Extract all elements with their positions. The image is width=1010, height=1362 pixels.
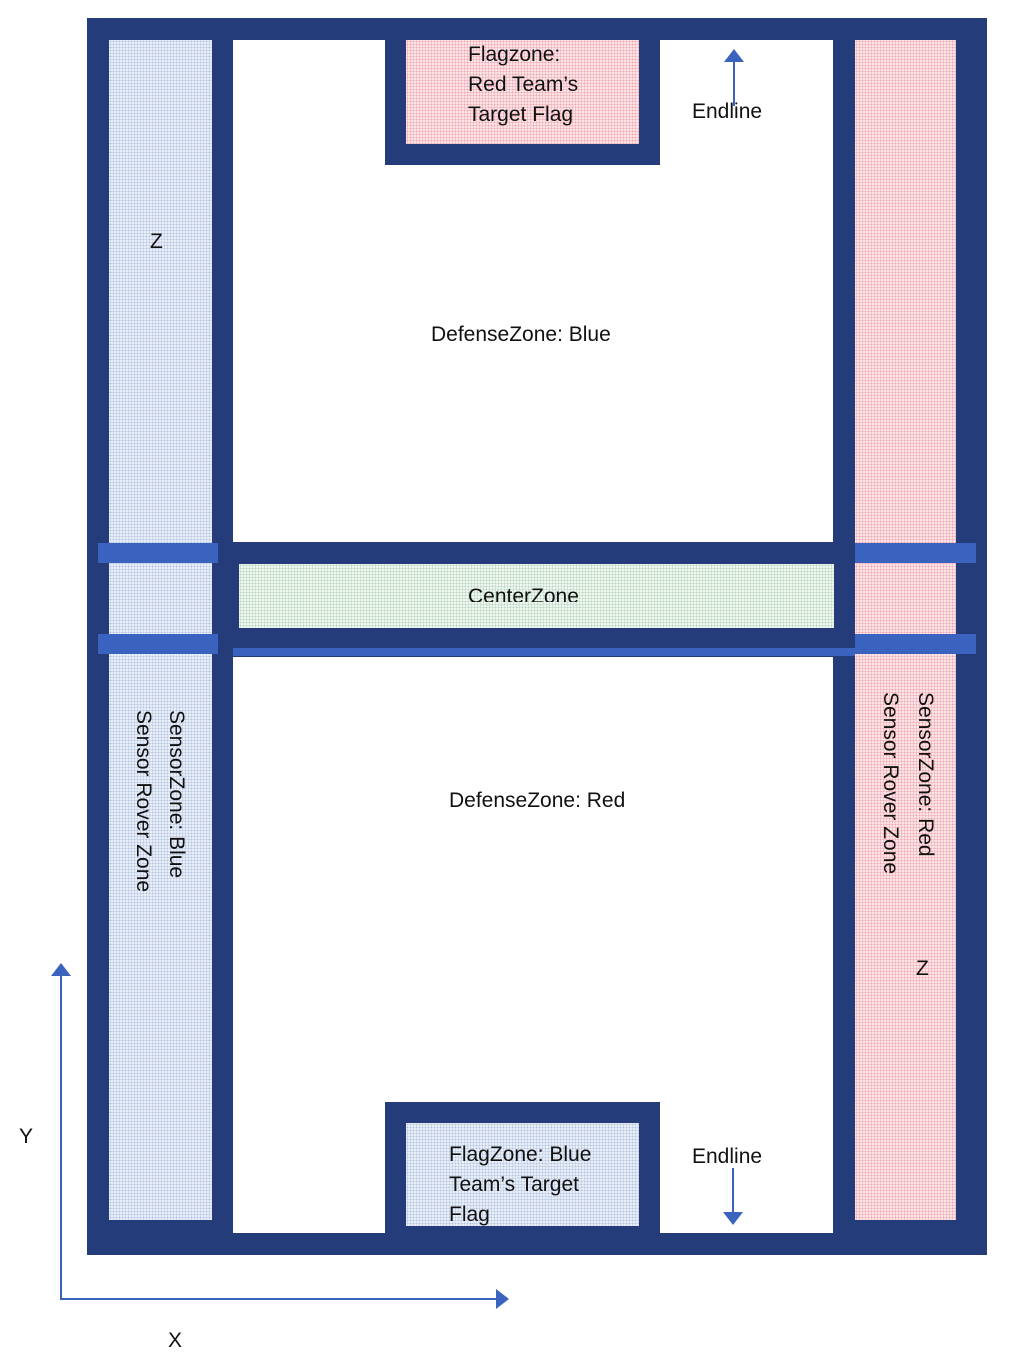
flagzone-red (406, 40, 639, 144)
z-label-left: Z (150, 230, 163, 253)
endline-bottom-label: Endline (692, 1145, 763, 1168)
endline-top-label: Endline (692, 100, 763, 123)
sensor-zone-blue (109, 40, 212, 1220)
divider-bar-bottom-left (98, 634, 218, 654)
defense-zone-blue-label: DefenseZone: Blue (431, 323, 611, 346)
defense-zone-red-label: DefenseZone: Red (449, 789, 626, 812)
arrow-up-icon (724, 49, 744, 106)
z-label-right: Z (916, 957, 929, 980)
y-axis-arrow (51, 963, 71, 1299)
divider-bar-top-right (855, 543, 976, 563)
divider-bar-top-left (98, 543, 218, 563)
x-axis-arrow (60, 1289, 509, 1309)
divider-bar-bottom-center (233, 648, 855, 656)
flagzone-blue-label: FlagZone: Blue Team’s Target Flag (449, 1143, 592, 1226)
center-zone (239, 564, 834, 628)
arrow-down-icon (723, 1168, 743, 1225)
center-zone-label: CenterZone (468, 585, 579, 602)
flagzone-red-label: Flagzone: Red Team’s Target Flag (468, 43, 579, 126)
y-axis-label: Y (19, 1125, 34, 1148)
flagzone-blue (406, 1123, 639, 1226)
divider-bar-bottom-right (855, 634, 976, 654)
sensor-zone-red (855, 40, 956, 1220)
x-axis-label: X (168, 1329, 183, 1352)
